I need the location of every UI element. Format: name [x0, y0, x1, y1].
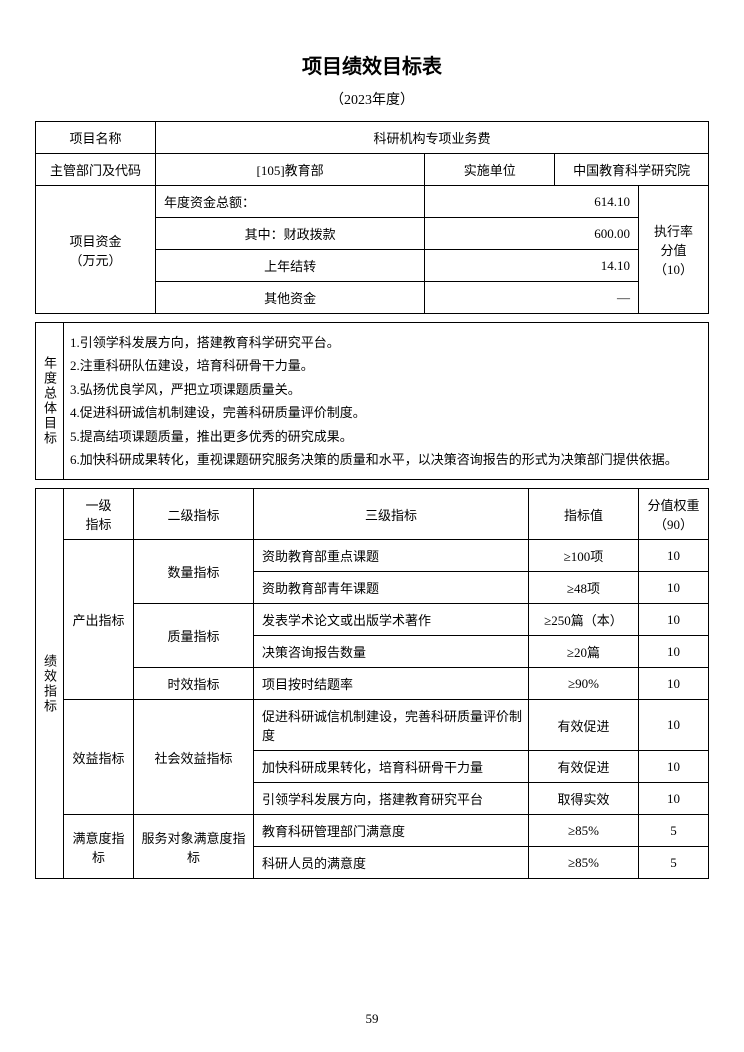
val-cell: 有效促进 [529, 700, 639, 751]
weight-cell: 10 [639, 540, 709, 572]
val-cell: 有效促进 [529, 751, 639, 783]
val-cell: ≥48项 [529, 572, 639, 604]
weight-cell: 5 [639, 815, 709, 847]
l1-header: 一级 指标 [64, 489, 134, 540]
l3-cell: 资助教育部青年课题 [254, 572, 529, 604]
funds-fiscal-value: 600.00 [425, 218, 639, 250]
l3-cell: 科研人员的满意度 [254, 847, 529, 879]
l3-cell: 促进科研诚信机制建设，完善科研质量评价制度 [254, 700, 529, 751]
project-name-label: 项目名称 [36, 122, 156, 154]
l3-header: 三级指标 [254, 489, 529, 540]
exec-rate-label: 执行率 分值 （10） [639, 186, 709, 314]
funds-total-label: 年度资金总额： [156, 186, 425, 218]
weight-cell: 10 [639, 783, 709, 815]
page-title: 项目绩效目标表 [35, 50, 709, 79]
funds-carryover-label: 上年结转 [156, 250, 425, 282]
goals-table: 年度总体目标 1.引领学科发展方向，搭建教育科学研究平台。 2.注重科研队伍建设… [35, 322, 709, 480]
val-cell: ≥250篇（本） [529, 604, 639, 636]
impl-value: 中国教育科学研究院 [555, 154, 709, 186]
l1-cell: 产出指标 [64, 540, 134, 700]
weight-cell: 10 [639, 751, 709, 783]
funds-other-value: — [425, 282, 639, 314]
table-row: 效益指标 社会效益指标 促进科研诚信机制建设，完善科研质量评价制度 有效促进 1… [36, 700, 709, 751]
weight-cell: 10 [639, 700, 709, 751]
table-row: 时效指标 项目按时结题率 ≥90% 10 [36, 668, 709, 700]
impl-label: 实施单位 [425, 154, 555, 186]
funds-fiscal-label: 其中：财政拨款 [156, 218, 425, 250]
funds-carryover-value: 14.10 [425, 250, 639, 282]
l2-header: 二级指标 [134, 489, 254, 540]
goal-item: 1.引领学科发展方向，搭建教育科学研究平台。 [70, 331, 702, 354]
l2-cell: 数量指标 [134, 540, 254, 604]
goals-label: 年度总体目标 [36, 323, 64, 480]
table-row: 产出指标 数量指标 资助教育部重点课题 ≥100项 10 [36, 540, 709, 572]
weight-cell: 10 [639, 636, 709, 668]
value-header: 指标值 [529, 489, 639, 540]
goals-content: 1.引领学科发展方向，搭建教育科学研究平台。 2.注重科研队伍建设，培育科研骨干… [64, 323, 709, 480]
l2-cell: 服务对象满意度指标 [134, 815, 254, 879]
l1-cell: 满意度指标 [64, 815, 134, 879]
val-cell: ≥85% [529, 847, 639, 879]
page-subtitle: （2023年度） [35, 89, 709, 109]
l1-cell: 效益指标 [64, 700, 134, 815]
page-number: 59 [0, 1011, 744, 1027]
l3-cell: 教育科研管理部门满意度 [254, 815, 529, 847]
funds-other-label: 其他资金 [156, 282, 425, 314]
funds-total-value: 614.10 [425, 186, 639, 218]
goal-item: 2.注重科研队伍建设，培育科研骨干力量。 [70, 354, 702, 377]
weight-cell: 10 [639, 668, 709, 700]
val-cell: ≥85% [529, 815, 639, 847]
indicators-table: 绩效指标 一级 指标 二级指标 三级指标 指标值 分值权重 （90） 产出指标 … [35, 488, 709, 879]
val-cell: ≥100项 [529, 540, 639, 572]
l3-cell: 决策咨询报告数量 [254, 636, 529, 668]
l3-cell: 发表学术论文或出版学术著作 [254, 604, 529, 636]
l2-cell: 质量指标 [134, 604, 254, 668]
dept-value: [105]教育部 [156, 154, 425, 186]
weight-cell: 10 [639, 572, 709, 604]
l3-cell: 项目按时结题率 [254, 668, 529, 700]
val-cell: 取得实效 [529, 783, 639, 815]
project-name-value: 科研机构专项业务费 [156, 122, 709, 154]
weight-cell: 5 [639, 847, 709, 879]
table-row: 质量指标 发表学术论文或出版学术著作 ≥250篇（本） 10 [36, 604, 709, 636]
dept-label: 主管部门及代码 [36, 154, 156, 186]
indicators-section-label: 绩效指标 [36, 489, 64, 879]
l3-cell: 引领学科发展方向，搭建教育研究平台 [254, 783, 529, 815]
goal-item: 5.提高结项课题质量，推出更多优秀的研究成果。 [70, 425, 702, 448]
goal-item: 3.弘扬优良学风，严把立项课题质量关。 [70, 378, 702, 401]
l3-cell: 加快科研成果转化，培育科研骨干力量 [254, 751, 529, 783]
funds-section-label: 项目资金 （万元） [36, 186, 156, 314]
header-table: 项目名称 科研机构专项业务费 主管部门及代码 [105]教育部 实施单位 中国教… [35, 121, 709, 314]
goal-item: 4.促进科研诚信机制建设，完善科研质量评价制度。 [70, 401, 702, 424]
weight-cell: 10 [639, 604, 709, 636]
l3-cell: 资助教育部重点课题 [254, 540, 529, 572]
weight-header: 分值权重 （90） [639, 489, 709, 540]
l2-cell: 社会效益指标 [134, 700, 254, 815]
l2-cell: 时效指标 [134, 668, 254, 700]
goal-item: 6.加快科研成果转化，重视课题研究服务决策的质量和水平，以决策咨询报告的形式为决… [70, 448, 702, 471]
table-row: 满意度指标 服务对象满意度指标 教育科研管理部门满意度 ≥85% 5 [36, 815, 709, 847]
val-cell: ≥20篇 [529, 636, 639, 668]
val-cell: ≥90% [529, 668, 639, 700]
